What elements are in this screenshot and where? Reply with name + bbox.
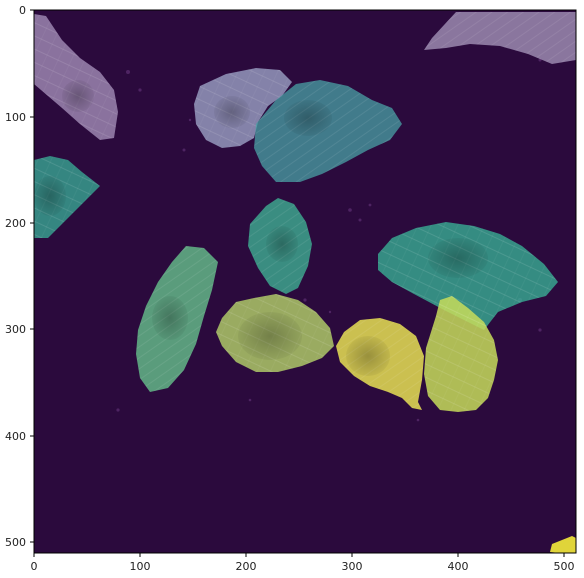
cell-top-left (34, 14, 118, 140)
cell-lower-left (136, 246, 218, 392)
cell-lower-center (216, 294, 334, 372)
x-tick-label: 0 (31, 560, 38, 573)
y-tick-label: 500 (5, 536, 26, 549)
x-tick-label: 300 (342, 560, 363, 573)
cell-upper-center-left (194, 68, 292, 148)
debris-specks (88, 58, 542, 422)
y-tick-label: 100 (5, 111, 26, 124)
y-tick-label: 0 (19, 4, 26, 17)
cell-lower-right-green (424, 296, 498, 412)
cell-top-right (424, 12, 576, 64)
cell-center-small (248, 198, 312, 294)
x-tick-label: 500 (554, 560, 575, 573)
x-axis: 0 100 200 300 400 500 (31, 553, 575, 573)
cell-left-edge (34, 156, 100, 238)
y-tick-label: 200 (5, 217, 26, 230)
x-tick-label: 100 (130, 560, 151, 573)
x-tick-label: 400 (448, 560, 469, 573)
y-tick-label: 400 (5, 430, 26, 443)
cell-bottom-corner (550, 536, 576, 553)
plot-frame (33, 9, 577, 554)
cell-lower-right-yellow (336, 318, 424, 410)
y-tick-label: 300 (5, 323, 26, 336)
x-tick-label: 200 (236, 560, 257, 573)
cell-right-large (378, 222, 558, 330)
cells-layer (34, 12, 576, 553)
cell-upper-center (254, 80, 402, 182)
y-axis: 0 100 200 300 400 500 (5, 4, 34, 549)
